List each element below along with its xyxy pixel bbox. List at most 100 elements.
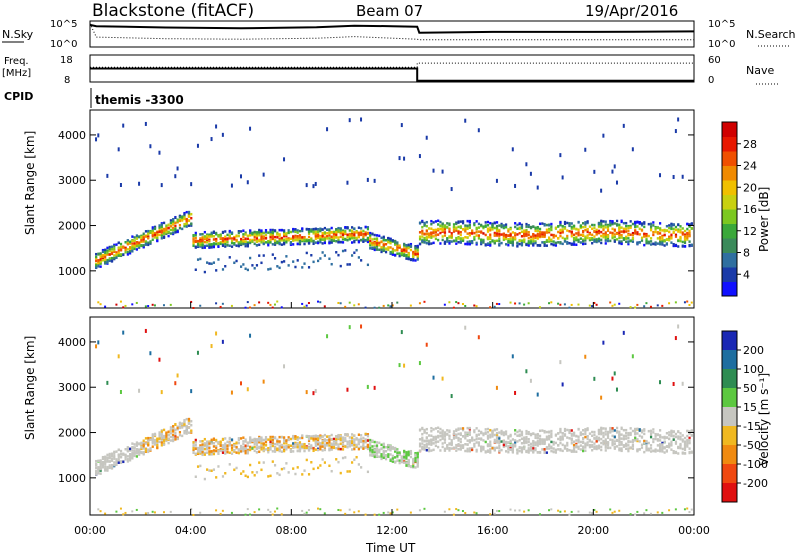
velocity-echo-cell [233, 444, 236, 447]
velocity-echo-cell [344, 445, 347, 448]
velocity-echo-cell [464, 325, 467, 330]
velocity-echo-cell [106, 456, 109, 459]
velocity-echo-cell [289, 449, 293, 452]
power-echo-cell [194, 245, 197, 249]
power-echo-cell [577, 303, 580, 306]
velocity-echo-cell [106, 460, 109, 463]
power-echo-cell [104, 248, 107, 252]
power-echo-cell [495, 221, 499, 224]
velocity-echo-cell [629, 440, 632, 443]
velocity-echo-cell [129, 456, 132, 460]
power-echo-cell [244, 267, 247, 271]
velocity-echo-cell [287, 446, 290, 449]
velocity-echo-cell [104, 456, 107, 460]
velocity-echo-cell [310, 445, 313, 448]
power-echo-cell [534, 236, 537, 240]
power-echo-cell [514, 183, 517, 188]
power-echo-cell [321, 234, 324, 238]
power-echo-cell [536, 244, 539, 247]
power-echo-cell [611, 231, 614, 235]
power-echo-cell [344, 238, 347, 241]
power-echo-cell [119, 254, 123, 258]
power-echo-cell [341, 249, 345, 253]
power-echo-cell [554, 244, 558, 247]
velocity-echo-cell [498, 442, 501, 445]
power-echo-cell [425, 224, 428, 228]
velocity-echo-cell [400, 460, 404, 464]
power-echo-cell [527, 230, 530, 234]
power-echo-cell [625, 230, 628, 233]
power-echo-cell [652, 233, 655, 237]
power-echo-cell [570, 225, 573, 229]
velocity-echo-cell [129, 447, 132, 451]
velocity-echo-cell [459, 427, 462, 430]
power-echo-cell [538, 306, 541, 309]
velocity-echo-cell [416, 455, 419, 459]
velocity-echo-cell [249, 513, 252, 516]
power-echo-cell [131, 235, 134, 238]
power-echo-cell [634, 221, 637, 225]
power-echo-cell [113, 244, 116, 248]
power-echo-cell [335, 251, 338, 254]
power-echo-cell [627, 229, 630, 232]
velocity-echo-cell [278, 449, 281, 452]
velocity-echo-cell [457, 444, 460, 447]
velocity-echo-cell [378, 441, 381, 445]
velocity-echo-cell [296, 449, 299, 453]
power-echo-cell [391, 250, 394, 253]
velocity-echo-cell [249, 333, 252, 338]
velocity-echo-cell [230, 448, 234, 452]
power-echo-cell [181, 227, 184, 231]
velocity-echo-cell [276, 438, 279, 442]
power-echo-cell [323, 305, 326, 308]
velocity-echo-cell [446, 447, 449, 450]
velocity-echo-cell [135, 444, 139, 447]
power-echo-cell [158, 150, 161, 155]
velocity-echo-cell [224, 472, 227, 475]
velocity-echo-cell [264, 436, 268, 439]
power-echo-cell [421, 225, 424, 229]
velocity-echo-cell [131, 457, 134, 460]
power-echo-cell [443, 231, 447, 234]
velocity-echo-cell [498, 444, 501, 448]
velocity-echo-cell [160, 443, 163, 447]
power-echo-cell [373, 241, 376, 245]
power-echo-cell [498, 235, 501, 238]
velocity-echo-cell [661, 449, 664, 452]
velocity-echo-cell [647, 448, 650, 451]
velocity-echo-cell [622, 434, 625, 438]
power-echo-cell [425, 135, 428, 140]
power-echo-cell [389, 238, 392, 241]
power-echo-cell [242, 263, 245, 266]
velocity-echo-cell [593, 433, 596, 437]
power-echo-cell [550, 227, 553, 231]
velocity-echo-cell [140, 447, 143, 451]
velocity-echo-cell [108, 456, 111, 460]
velocity-echo-cell [348, 436, 351, 439]
velocity-echo-cell [176, 437, 179, 441]
power-echo-cell [527, 225, 530, 229]
velocity-echo-cell [124, 511, 127, 514]
power-echo-cell [264, 233, 268, 237]
power-echo-cell [575, 227, 578, 231]
power-echo-cell [269, 238, 272, 242]
power-echo-cell [518, 222, 521, 225]
power-echo-cell [466, 236, 469, 239]
power-echo-cell [572, 243, 576, 246]
velocity-echo-cell [425, 436, 428, 440]
velocity-echo-cell [661, 436, 664, 439]
velocity-echo-cell [387, 443, 390, 447]
velocity-echo-cell [430, 429, 433, 433]
power-echo-cell [307, 230, 311, 234]
power-echo-cell [355, 230, 358, 234]
power-echo-cell [380, 250, 383, 254]
power-echo-cell [554, 241, 558, 245]
power-echo-cell [625, 221, 628, 225]
power-echo-cell [226, 243, 229, 247]
power-echo-cell [353, 251, 356, 254]
power-echo-cell [199, 304, 202, 307]
power-echo-cell [575, 238, 578, 242]
power-echo-cell [511, 241, 514, 244]
velocity-echo-cell [527, 448, 530, 452]
power-echo-cell [269, 231, 272, 235]
